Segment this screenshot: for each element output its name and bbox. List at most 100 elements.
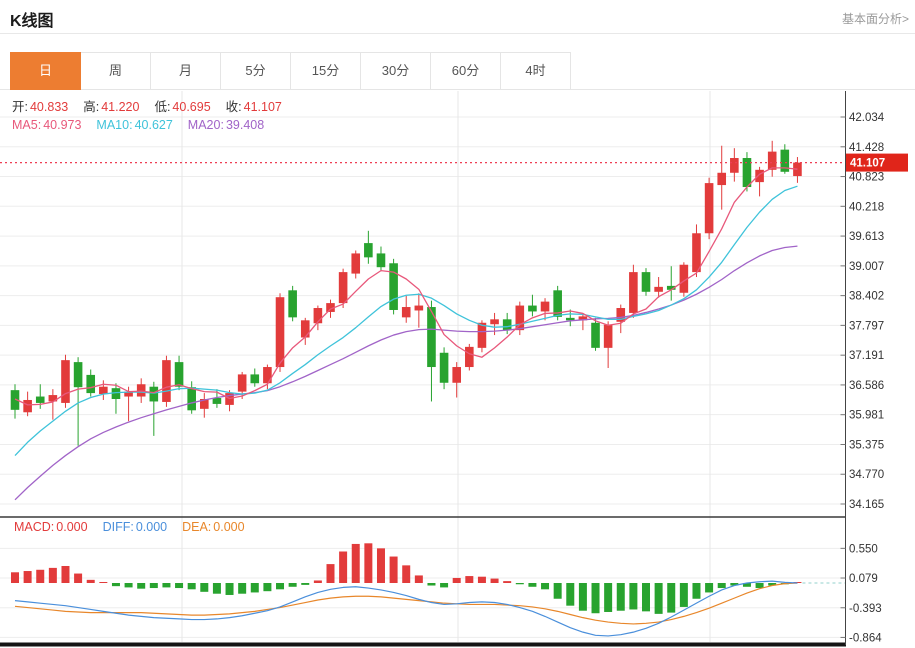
macd-bar (313, 580, 322, 583)
candle-body (502, 319, 512, 331)
axis-tick-label: -0.864 (849, 632, 882, 644)
macd-bar (238, 583, 247, 594)
candle-body (212, 398, 222, 404)
candle-body (692, 233, 701, 273)
readout-label: DEA: (182, 520, 212, 534)
readout-value: 41.107 (243, 100, 282, 114)
macd-bar (212, 583, 221, 594)
axis-tick-label: 40.823 (849, 172, 884, 184)
readout-label: MA10: (96, 118, 133, 132)
current-price-tag (846, 153, 908, 172)
macd-bar (61, 565, 70, 583)
candle-body (263, 367, 272, 384)
readout-group: MA10: 40.627 (96, 118, 172, 132)
candle-body (616, 308, 626, 322)
period-tabbar: 日周月 5分 15分 30分 60分 4时 (10, 52, 571, 90)
tab-月[interactable]: 月 (150, 52, 221, 90)
candle-body (200, 398, 209, 409)
candle-body (313, 308, 323, 324)
macd-bar (23, 571, 32, 583)
candle-body (136, 384, 146, 397)
axis-tick-label: 35.981 (849, 410, 884, 422)
readout-label: 开: (12, 100, 28, 114)
macd-bar (515, 583, 524, 585)
tab-5分[interactable]: 5分 (220, 52, 291, 90)
macd-bar (742, 583, 751, 587)
tab-周[interactable]: 周 (80, 52, 151, 90)
dea-line (14, 582, 798, 625)
tab-30分[interactable]: 30分 (360, 52, 431, 90)
candle-body (780, 149, 790, 172)
macd-bar (604, 583, 613, 612)
macd-bar (566, 583, 575, 606)
candle-body (704, 183, 714, 234)
macd-bar (389, 556, 398, 583)
macd-bar (490, 578, 499, 583)
candle-body (742, 158, 752, 188)
candle-body (666, 285, 676, 290)
axis-tick-label: 37.191 (849, 350, 884, 362)
readout-group: 低: 40.695 (154, 100, 210, 114)
axis-tick-label: -0.393 (849, 603, 882, 615)
candle-body (73, 362, 83, 388)
macd-bar (339, 551, 348, 583)
macd-bar (768, 583, 777, 586)
axis-tick-label: 39.613 (849, 231, 884, 243)
axis-tick-label: 36.586 (849, 380, 884, 392)
candle-body (275, 297, 285, 368)
macd-bar (162, 583, 171, 588)
candle-body (111, 388, 121, 399)
candle-body (401, 307, 411, 318)
macd-bar (452, 577, 461, 583)
diff-line (14, 580, 798, 637)
macd-bar (730, 583, 739, 586)
candle-body (250, 374, 260, 384)
candle-body (427, 307, 436, 368)
candle-body (288, 290, 297, 318)
axis-tick-label: 34.165 (849, 499, 884, 511)
macd-bar (402, 565, 411, 583)
current-price-tag-label: 41.107 (850, 158, 885, 170)
macd-bar (541, 583, 550, 590)
readout-group: 高: 41.220 (83, 100, 139, 114)
readout-label: 高: (83, 100, 100, 114)
candle-body (565, 317, 575, 321)
candle-body (326, 303, 335, 312)
readout-value: 40.695 (172, 100, 211, 114)
readout-label: MA5: (12, 118, 42, 132)
macd-bar (86, 579, 95, 583)
candle-body (48, 395, 58, 402)
macd-bar (225, 583, 234, 595)
candle-body (300, 320, 310, 338)
macd-bar (326, 564, 335, 583)
macd-bar (465, 576, 474, 583)
macd-bar (440, 583, 449, 588)
readout-value: 0.000 (135, 520, 168, 534)
macd-bar (642, 583, 650, 612)
candle-body (23, 399, 32, 413)
macd-bar (137, 583, 146, 589)
tab-60分[interactable]: 60分 (430, 52, 501, 90)
candle-body (174, 362, 184, 387)
readout-value: 40.973 (43, 118, 82, 132)
axis-tick-label: 42.034 (849, 112, 885, 124)
candle-body (540, 301, 550, 312)
macd-readout: MACD: 0.000 DIFF: 0.000 DEA: 0.000 (14, 520, 260, 534)
macd-bar (124, 583, 133, 588)
tab-15分[interactable]: 15分 (290, 52, 361, 90)
fundamental-analysis-link[interactable]: 基本面分析> (841, 12, 909, 26)
readout-label: MACD: (14, 520, 55, 534)
readout-value: 41.220 (101, 100, 140, 114)
tab-4时[interactable]: 4时 (500, 52, 571, 90)
tab-日[interactable]: 日 (10, 52, 81, 90)
candle-body (591, 322, 600, 348)
axis-tick-label: 41.428 (849, 142, 884, 154)
candle-body (99, 386, 108, 395)
bottom-divider (0, 642, 846, 647)
readout-label: 低: (154, 100, 171, 114)
macd-bar (175, 583, 184, 589)
macd-bar (477, 576, 486, 583)
candle-body (439, 352, 449, 383)
candle-body (515, 305, 525, 331)
